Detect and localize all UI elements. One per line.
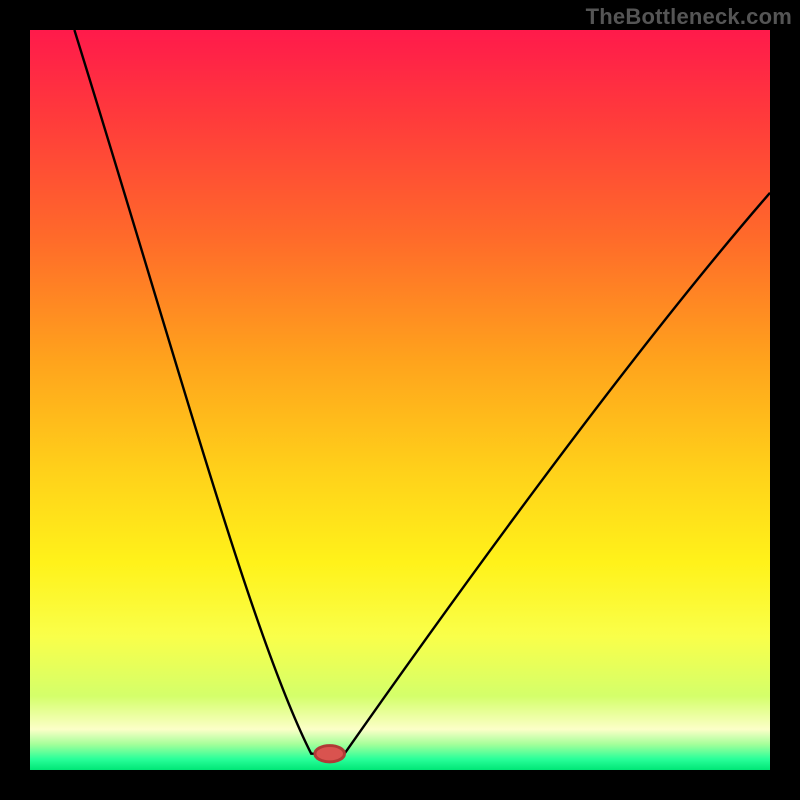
bottleneck-marker: [315, 746, 345, 762]
bottleneck-chart: [0, 0, 800, 800]
watermark-text: TheBottleneck.com: [586, 4, 792, 30]
chart-container: TheBottleneck.com: [0, 0, 800, 800]
plot-background: [30, 30, 770, 770]
